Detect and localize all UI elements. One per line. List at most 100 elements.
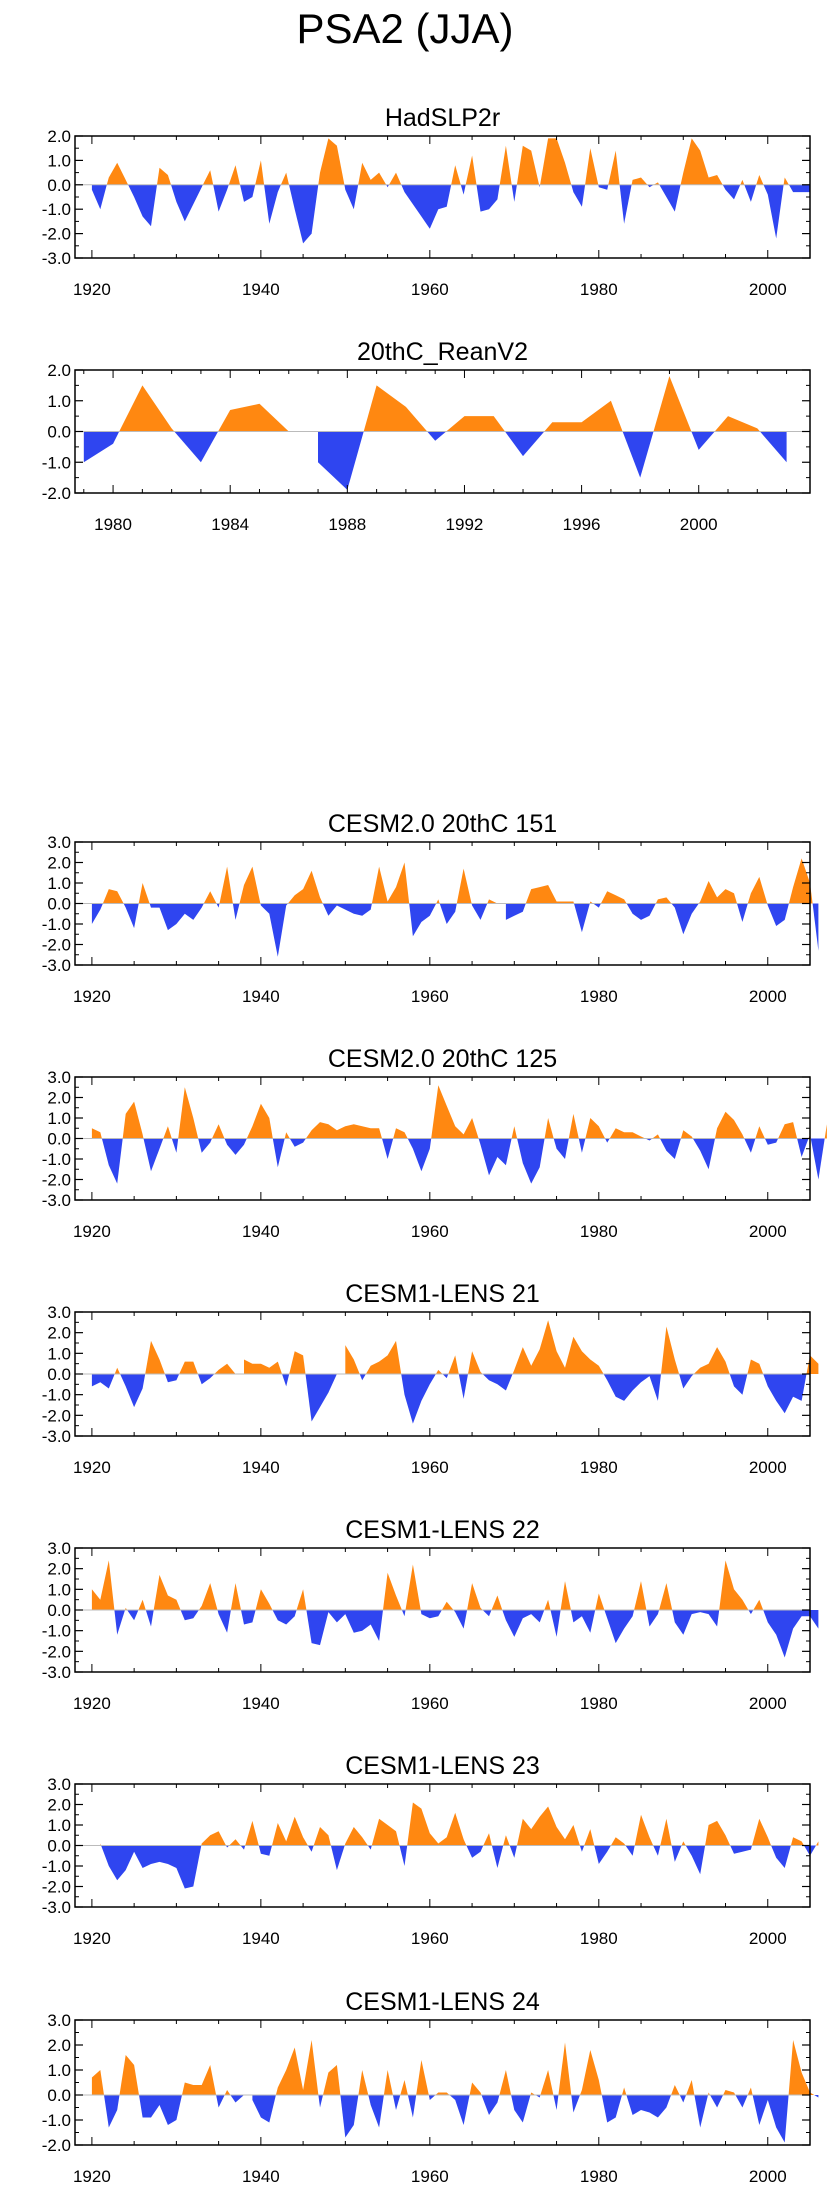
negative-area: [671, 903, 699, 935]
negative-area: [407, 2095, 417, 2118]
x-tick-label: 2000: [749, 1222, 787, 1241]
positive-area: [631, 177, 648, 185]
positive-area: [289, 1351, 306, 1374]
negative-area: [101, 1138, 123, 1184]
positive-area: [740, 179, 745, 185]
positive-area: [608, 150, 620, 185]
negative-area: [149, 903, 204, 931]
positive-area: [114, 1367, 121, 1374]
main-title: PSA2 (JJA): [296, 5, 513, 52]
y-tick-label: 3.0: [47, 2011, 71, 2030]
y-tick-label: -3.0: [42, 1427, 71, 1446]
negative-area: [653, 1845, 661, 1856]
negative-area: [553, 1138, 569, 1159]
negative-area: [145, 1610, 154, 1627]
negative-area: [392, 2095, 401, 2110]
negative-area: [476, 184, 500, 212]
y-tick-label: -2.0: [42, 225, 71, 244]
positive-area: [747, 1359, 764, 1374]
y-tick-label: -1.0: [42, 1150, 71, 1169]
negative-area: [797, 1138, 809, 1157]
negative-area: [216, 903, 220, 908]
negative-area: [83, 431, 120, 463]
positive-area: [202, 170, 214, 185]
y-tick-label: 1.0: [47, 1344, 71, 1363]
y-tick-label: 2.0: [47, 1324, 71, 1343]
x-tick-label: 1920: [73, 1929, 111, 1948]
y-tick-label: -1.0: [42, 200, 71, 219]
negative-area: [282, 1374, 290, 1387]
negative-area: [224, 1138, 247, 1155]
positive-area: [446, 416, 505, 432]
positive-area: [358, 162, 387, 185]
y-tick-label: 1.0: [47, 874, 71, 893]
negative-area: [752, 2095, 789, 2143]
positive-area: [468, 1351, 483, 1374]
x-tick-label: 1940: [242, 1222, 280, 1241]
positive-area: [435, 2092, 450, 2095]
negative-area: [401, 1374, 436, 1424]
x-tick-label: 1980: [580, 1458, 618, 1477]
negative-area: [672, 1610, 720, 1635]
negative-area: [213, 184, 229, 212]
positive-area: [145, 1340, 165, 1374]
negative-area: [571, 2095, 580, 2113]
x-tick-label: 1920: [73, 280, 111, 299]
positive-area: [753, 1599, 764, 1610]
y-tick-label: -2.0: [42, 936, 71, 955]
y-tick-label: -2.0: [42, 1878, 71, 1897]
negative-area: [401, 1610, 406, 1617]
positive-area: [681, 1841, 686, 1846]
panel-title: HadSLP2r: [385, 104, 500, 132]
negative-area: [91, 903, 103, 924]
positive-area: [511, 1126, 518, 1139]
negative-area: [535, 2095, 541, 2098]
positive-area: [544, 1118, 554, 1139]
negative-area: [619, 184, 632, 224]
negative-area: [710, 2095, 724, 2108]
negative-area: [694, 2095, 708, 2128]
x-tick-label: 1940: [242, 1929, 280, 1948]
negative-area: [91, 184, 107, 210]
positive-area: [622, 2087, 627, 2095]
positive-area: [91, 1128, 102, 1139]
positive-area: [610, 1837, 626, 1846]
negative-area: [289, 1138, 306, 1147]
positive-area: [790, 1837, 804, 1846]
positive-area: [693, 1347, 730, 1374]
x-tick-label: 2000: [749, 1694, 787, 1713]
negative-area: [767, 903, 789, 926]
negative-area: [509, 1845, 517, 1858]
positive-area: [323, 2065, 341, 2095]
x-tick-label: 1960: [411, 1694, 449, 1713]
negative-area: [729, 1374, 748, 1395]
positive-area: [708, 2092, 710, 2095]
positive-area: [214, 1363, 236, 1374]
panel-title: 20thC_ReanV2: [357, 338, 528, 366]
negative-area: [646, 1610, 660, 1627]
panel-title: CESM1-LENS 22: [345, 1516, 540, 1544]
x-tick-label: 1980: [580, 2167, 618, 2186]
positive-area: [371, 862, 410, 904]
negative-area: [407, 1138, 432, 1172]
positive-area: [530, 2092, 536, 2095]
positive-area: [525, 885, 574, 904]
positive-area: [483, 1833, 492, 1846]
y-tick-label: 3.0: [47, 1068, 71, 1087]
positive-area: [660, 1818, 672, 1846]
y-tick-label: 0.0: [47, 1130, 71, 1149]
negative-area: [230, 2095, 244, 2103]
negative-area: [198, 1138, 212, 1153]
positive-area: [163, 1126, 172, 1139]
negative-area: [460, 184, 466, 195]
positive-area: [228, 165, 240, 185]
chart-panel-7: CESM1-LENS 23 3.0 2.01.0 0.0-1.0 -2.0-3.0192…: [42, 1752, 819, 1948]
y-tick-label: 2.0: [47, 1089, 71, 1108]
x-tick-label: 1920: [73, 2167, 111, 2186]
positive-area: [363, 385, 428, 432]
positive-area: [609, 1128, 646, 1139]
negative-area: [679, 2095, 687, 2103]
panel-title: CESM1-LENS 21: [345, 1280, 540, 1308]
